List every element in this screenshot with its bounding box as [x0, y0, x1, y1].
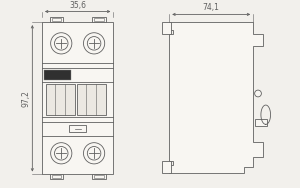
Bar	[52, 18, 61, 21]
Bar	[92, 17, 106, 22]
Circle shape	[83, 143, 105, 164]
Bar	[50, 17, 63, 22]
Circle shape	[83, 33, 105, 54]
Circle shape	[87, 146, 101, 160]
Bar	[255, 119, 267, 126]
Polygon shape	[169, 22, 263, 173]
Bar	[162, 161, 171, 173]
Bar	[42, 22, 113, 174]
Bar	[92, 174, 106, 179]
Circle shape	[55, 37, 68, 50]
Circle shape	[255, 90, 261, 97]
Bar	[162, 22, 171, 34]
Bar	[44, 70, 71, 80]
Circle shape	[51, 143, 72, 164]
Bar	[50, 174, 63, 179]
Bar	[52, 175, 61, 178]
Bar	[94, 18, 104, 21]
Bar	[69, 125, 86, 132]
Text: 97,2: 97,2	[21, 90, 30, 107]
Text: 35,6: 35,6	[69, 1, 86, 10]
Bar	[77, 84, 106, 115]
Circle shape	[51, 33, 72, 54]
Bar	[46, 84, 75, 115]
Circle shape	[55, 146, 68, 160]
Circle shape	[87, 37, 101, 50]
Bar	[94, 175, 104, 178]
Text: 74,1: 74,1	[203, 3, 220, 12]
